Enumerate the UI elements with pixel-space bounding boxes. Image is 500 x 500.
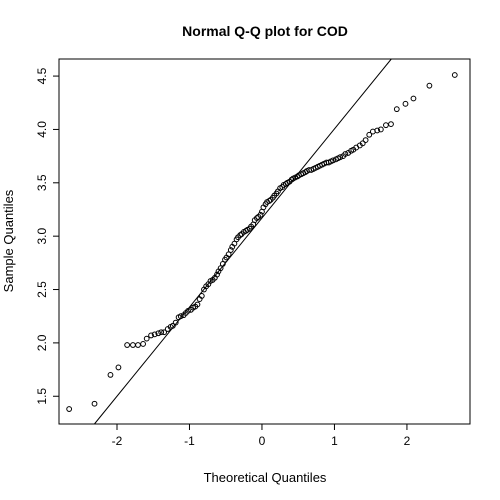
chart-title: Normal Q-Q plot for COD (182, 23, 348, 39)
data-point (363, 138, 368, 143)
data-point (67, 407, 72, 412)
y-axis-label: Sample Quantiles (1, 189, 16, 292)
x-tick-label: -2 (112, 434, 123, 448)
x-tick-label: 1 (331, 434, 338, 448)
y-tick-label: 2.5 (35, 281, 49, 298)
x-axis: -2 -1 0 1 2 (112, 424, 411, 448)
data-point (427, 83, 432, 88)
data-point (92, 401, 97, 406)
data-point (131, 343, 136, 348)
x-axis-label: Theoretical Quantiles (204, 470, 327, 485)
x-tick-label: -1 (184, 434, 195, 448)
data-point (384, 123, 389, 128)
data-point (411, 96, 416, 101)
y-tick-label: 2.0 (35, 334, 49, 351)
data-point (116, 365, 121, 370)
data-point (141, 342, 146, 347)
data-point (403, 101, 408, 106)
y-tick-label: 4.0 (35, 121, 49, 138)
reference-line (94, 59, 391, 424)
data-point (389, 122, 394, 127)
y-tick-label: 3.0 (35, 227, 49, 244)
data-point (125, 343, 130, 348)
data-point (108, 373, 113, 378)
y-tick-label: 1.5 (35, 388, 49, 405)
data-point (136, 343, 141, 348)
y-tick-label: 3.5 (35, 174, 49, 191)
data-point (144, 336, 149, 341)
y-tick-label: 4.5 (35, 67, 49, 84)
data-points (67, 73, 457, 412)
y-axis: 1.5 2.0 2.5 3.0 3.5 4.0 4.5 (35, 67, 59, 404)
data-point (452, 73, 457, 78)
data-point (394, 107, 399, 112)
x-tick-label: 0 (259, 434, 266, 448)
x-tick-label: 2 (404, 434, 411, 448)
